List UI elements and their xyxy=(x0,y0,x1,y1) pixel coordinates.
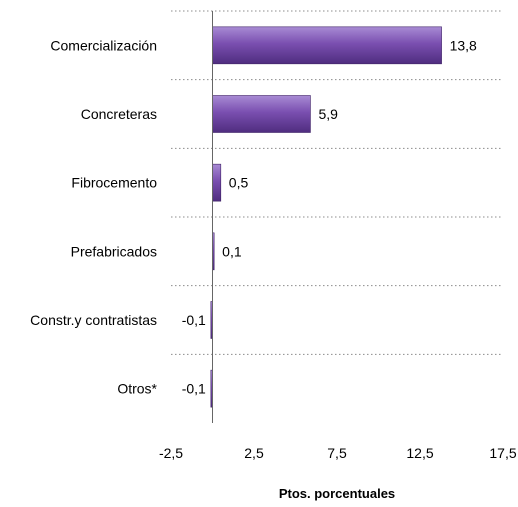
value-label: -0,1 xyxy=(182,381,206,397)
value-labels: 13,8 5,9 0,5 0,1 -0,1 -0,1 xyxy=(182,37,477,396)
category-label: Fibrocemento xyxy=(71,175,157,191)
bar xyxy=(212,95,311,133)
x-tick-label: 2,5 xyxy=(244,445,264,461)
x-tick-label: 17,5 xyxy=(489,445,516,461)
category-label: Comercialización xyxy=(50,37,157,53)
value-label: 5,9 xyxy=(318,106,338,122)
bar xyxy=(212,163,222,202)
x-axis-tick-labels: -2,5 2,5 7,5 12,5 17,5 xyxy=(159,445,517,461)
x-tick-label: 7,5 xyxy=(327,445,347,461)
category-label: Constr.y contratistas xyxy=(30,312,157,328)
value-label: 0,1 xyxy=(222,243,242,259)
x-tick-label: 12,5 xyxy=(406,445,433,461)
x-tick-label: -2,5 xyxy=(159,445,183,461)
bar xyxy=(212,26,442,65)
gridlines xyxy=(171,10,503,355)
bars xyxy=(210,26,442,408)
value-label: 0,5 xyxy=(229,175,249,191)
value-label: -0,1 xyxy=(182,312,206,328)
category-label: Concreteras xyxy=(81,106,157,122)
x-axis-title: Ptos. porcentuales xyxy=(279,486,395,501)
category-label: Prefabricados xyxy=(71,243,157,259)
value-label: 13,8 xyxy=(450,37,477,53)
category-labels: Comercialización Concreteras Fibrocemento P… xyxy=(30,37,157,396)
category-label: Otros* xyxy=(117,381,157,397)
